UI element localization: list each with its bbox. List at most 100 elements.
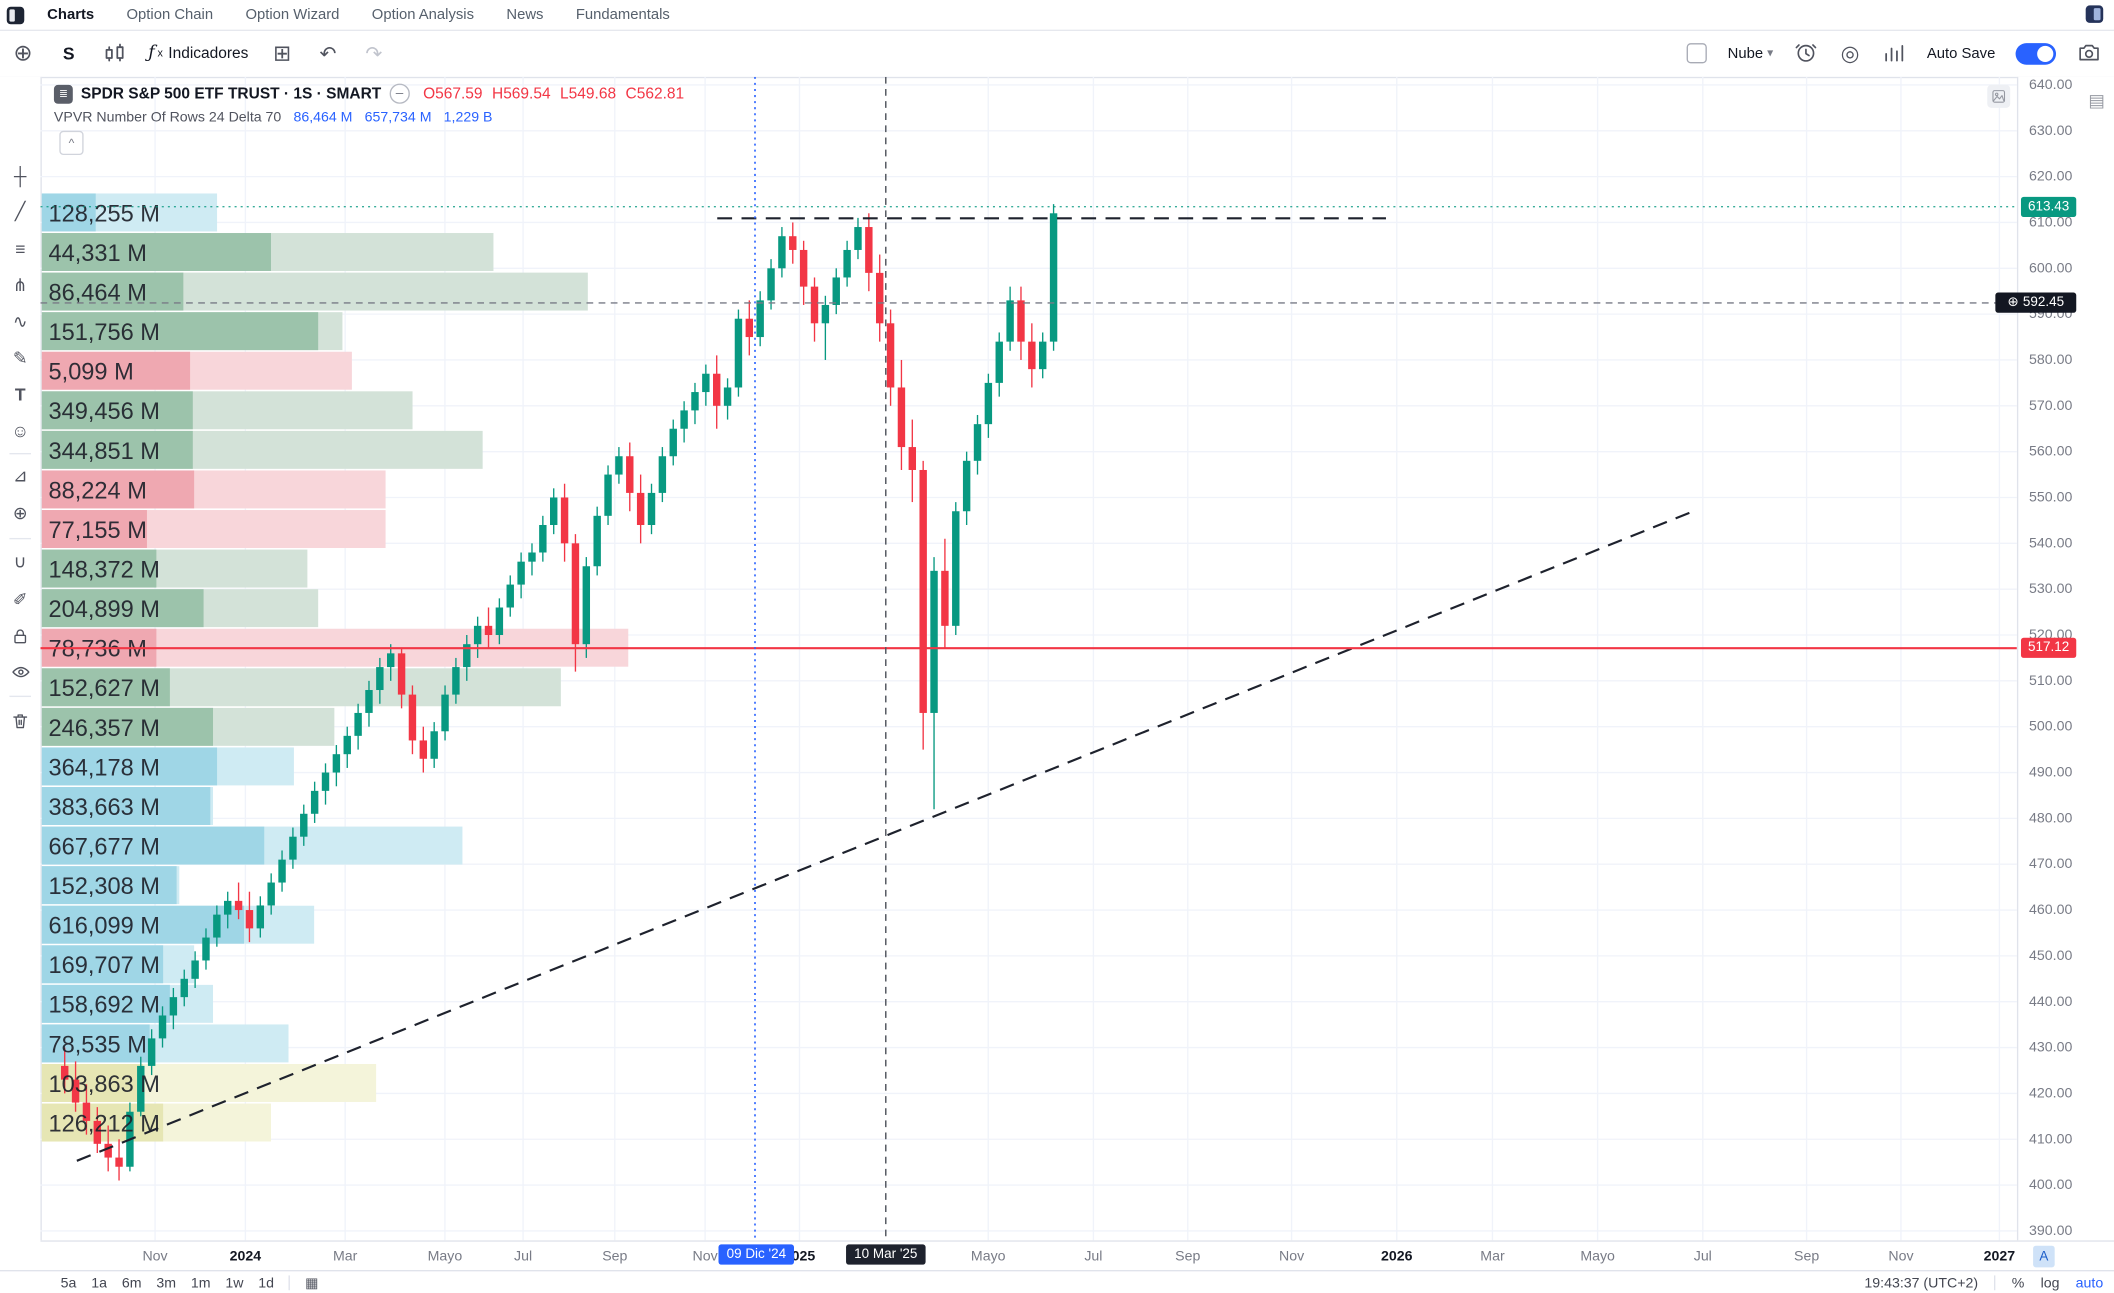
indicators-button[interactable]: ƒ x Indicadores [148, 43, 249, 64]
chart-canvas[interactable]: 128,255 M 44,331 M 86,464 M 151,756 M 5,099 … [40, 76, 2017, 1241]
text-tool-icon[interactable]: T [14, 383, 26, 404]
svg-text:78,535 M: 78,535 M [49, 1031, 147, 1057]
brush-tool-icon[interactable]: ✎ [12, 347, 28, 369]
low-value: L549.68 [560, 85, 617, 102]
svg-text:152,308 M: 152,308 M [49, 873, 160, 899]
app-logo-icon[interactable] [6, 6, 25, 24]
measure-tool-icon[interactable]: ⊿ [12, 465, 28, 486]
legend-collapse-button[interactable]: ^ [59, 130, 84, 156]
price-tick-label: 490.00 [2029, 764, 2073, 781]
price-tick-label: 510.00 [2029, 672, 2073, 689]
bottom-right-controls: 19:43:37 (UTC+2) % log auto [1864, 1275, 2103, 1291]
emoji-tool-icon[interactable]: ☺ [11, 419, 30, 441]
price-tick-label: 620.00 [2029, 168, 2073, 185]
range-buttons: 5a 1a 6m 3m 1m 1w 1d ▦ [61, 1275, 319, 1291]
bar-chart-icon[interactable] [1882, 38, 1906, 68]
range-button-6m[interactable]: 6m [121, 1274, 142, 1291]
price-scale[interactable]: 640.00 630.00 620.00 610.00 600.00 590.00 580.… [2016, 76, 2114, 1241]
redo-icon[interactable]: ↷ [365, 42, 383, 66]
time-tick-label: Sep [602, 1248, 628, 1265]
symbol-search-button[interactable]: S [62, 43, 75, 64]
range-button-1d[interactable]: 1d [258, 1274, 275, 1291]
autosave-toggle[interactable] [2015, 42, 2057, 65]
pattern-tool-icon[interactable]: ∿ [12, 311, 28, 332]
crosshair-tool-icon[interactable]: ┼ [14, 165, 27, 186]
magnet-tool-icon[interactable]: ∪ [13, 551, 27, 572]
target-icon[interactable]: ◎ [1840, 42, 1860, 66]
divider [288, 1275, 291, 1291]
camera-icon[interactable] [2076, 38, 2100, 68]
price-badge: 517.12 [2020, 638, 2077, 659]
pitchfork-tool-icon[interactable]: ⋔ [12, 275, 28, 296]
undo-icon[interactable]: ↶ [319, 42, 337, 66]
symbol-title[interactable]: SPDR S&P 500 ETF TRUST · 1S · SMART [80, 85, 382, 102]
indicator-value: 1,229 B [443, 109, 493, 126]
instrument-logo: ≣ [53, 84, 73, 104]
svg-text:344,851 M: 344,851 M [49, 438, 160, 464]
svg-text:169,707 M: 169,707 M [49, 952, 160, 978]
tools-divider [9, 452, 32, 455]
alert-clock-icon[interactable] [1793, 38, 1817, 68]
indicator-value: 86,464 M [293, 109, 353, 126]
indicators-label: Indicadores [168, 45, 249, 62]
auto-scale-button[interactable]: auto [2075, 1274, 2104, 1291]
tab-fundamentals[interactable]: Fundamentals [575, 6, 670, 23]
go-to-date-icon[interactable]: ▦ [305, 1274, 319, 1291]
range-button-3m[interactable]: 3m [156, 1274, 177, 1291]
axis-corner-button[interactable]: A [2033, 1245, 2055, 1268]
chart-style-icon[interactable] [102, 38, 126, 68]
snapshot-icon[interactable] [1987, 84, 2011, 108]
screenshot-checkbox[interactable] [1687, 43, 1708, 64]
time-tick-label: Jul [1693, 1248, 1712, 1265]
range-button-1a[interactable]: 1a [91, 1274, 108, 1291]
svg-text:151,756 M: 151,756 M [49, 319, 160, 345]
price-tick-label: 630.00 [2029, 122, 2073, 139]
svg-text:204,899 M: 204,899 M [49, 596, 160, 622]
crosshair-plus-icon: ⊕ [2007, 295, 2019, 311]
range-button-1m[interactable]: 1m [190, 1274, 211, 1291]
time-tick-label: Nov [1278, 1248, 1305, 1265]
fib-retracement-tool-icon[interactable]: ≡ [15, 237, 26, 259]
log-scale-button[interactable]: log [2040, 1274, 2060, 1291]
percent-scale-button[interactable]: % [2011, 1274, 2025, 1291]
price-tick-label: 440.00 [2029, 993, 2073, 1010]
add-symbol-button[interactable]: ⊕ [13, 39, 33, 66]
time-tick-label: Sep [1794, 1248, 1820, 1265]
range-button-5a[interactable]: 5a [60, 1274, 77, 1291]
tab-news[interactable]: News [506, 6, 544, 23]
workspace-icon[interactable] [2085, 5, 2104, 23]
trendline-tool-icon[interactable]: ╱ [14, 200, 26, 222]
zoom-tool-icon[interactable]: ⊕ [12, 502, 28, 524]
clock-text[interactable]: 19:43:37 (UTC+2) [1864, 1274, 1979, 1291]
range-button-1w[interactable]: 1w [225, 1274, 244, 1291]
chevron-down-icon: ▾ [1767, 45, 1774, 60]
eye-tool-icon[interactable] [8, 659, 32, 683]
layout-grid-icon[interactable]: ⊞ [273, 42, 292, 66]
panel-layers-icon[interactable]: ▤ [2088, 90, 2105, 111]
lock-tool-icon[interactable] [8, 624, 32, 648]
price-tick-label: 480.00 [2029, 810, 2073, 827]
time-tick-label: Nov [142, 1248, 168, 1265]
price-tick-label: 610.00 [2029, 214, 2073, 231]
price-tick-label: 390.00 [2029, 1222, 2073, 1240]
time-tick-label: 2027 [1983, 1248, 2016, 1265]
tab-charts[interactable]: Charts [47, 6, 95, 23]
tab-option-chain[interactable]: Option Chain [126, 6, 214, 23]
hide-series-button[interactable]: – [389, 83, 410, 104]
price-tick-label: 400.00 [2029, 1176, 2073, 1194]
svg-text:148,372 M: 148,372 M [49, 556, 160, 582]
trash-tool-icon[interactable] [8, 709, 32, 733]
price-badge: ⊕ 592.45 [1995, 292, 2077, 313]
nube-dropdown[interactable]: Nube ▾ [1728, 45, 1774, 61]
time-axis[interactable]: Nov 2024 Mar Mayo Jul Sep Nov 2025 Mayo Jul Sep Nov… [40, 1240, 2114, 1272]
svg-text:44,331 M: 44,331 M [49, 240, 147, 266]
chart-toolbar: ⊕ S ƒ x Indicadores ⊞ ↶ ↷ [0, 30, 2114, 79]
indicator-legend[interactable]: VPVR Number Of Rows 24 Delta 70 86,464 M… [54, 109, 493, 125]
tab-option-analysis[interactable]: Option Analysis [371, 6, 475, 23]
tab-option-wizard[interactable]: Option Wizard [245, 6, 340, 23]
draw-mode-tool-icon[interactable]: ✐ [12, 589, 28, 610]
nube-label: Nube [1727, 45, 1764, 62]
svg-text:616,099 M: 616,099 M [49, 913, 160, 939]
time-tick-label: Jul [1084, 1248, 1103, 1265]
